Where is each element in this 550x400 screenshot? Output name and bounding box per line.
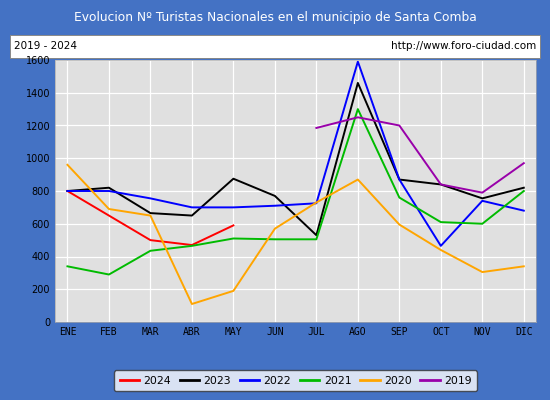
Text: 2019 - 2024: 2019 - 2024 [14, 41, 77, 51]
Legend: 2024, 2023, 2022, 2021, 2020, 2019: 2024, 2023, 2022, 2021, 2020, 2019 [114, 370, 477, 391]
Text: Evolucion Nº Turistas Nacionales en el municipio de Santa Comba: Evolucion Nº Turistas Nacionales en el m… [74, 12, 476, 24]
Text: http://www.foro-ciudad.com: http://www.foro-ciudad.com [390, 41, 536, 51]
